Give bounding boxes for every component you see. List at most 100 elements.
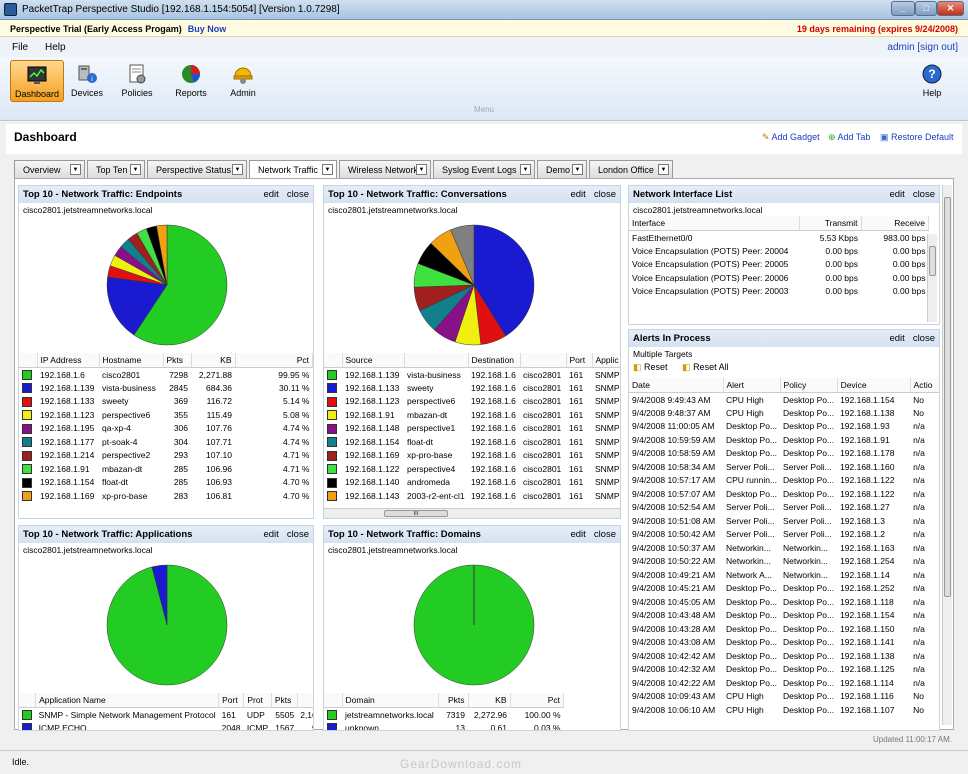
column-source-host[interactable] (404, 353, 469, 368)
close-link[interactable]: close (912, 333, 935, 344)
column-source[interactable]: Source (342, 353, 405, 368)
table-row[interactable]: 9/4/2008 10:51:08 AM Server Poli... Server… (629, 514, 939, 528)
toolbar-devices-button[interactable]: i Devices (60, 60, 114, 102)
chevron-down-icon[interactable]: ▼ (130, 164, 141, 175)
table-row[interactable]: 192.168.1.123 perspective6 192.168.1.6 cisc… (324, 395, 620, 409)
table-row[interactable]: jetstreamnetworks.local 7319 2,272.96 100.0… (324, 708, 564, 722)
table-row[interactable]: 9/4/2008 11:00:05 AM Desktop Po... Desktop… (629, 420, 939, 434)
chevron-down-icon[interactable]: ▼ (572, 164, 583, 175)
table-row[interactable]: 192.168.1.154 float-dt 192.168.1.6 cisco280… (324, 435, 620, 449)
column-receive[interactable]: Receive (861, 216, 929, 231)
column-application-name[interactable]: Application Name (35, 693, 220, 708)
column-hostname[interactable]: Hostname (99, 353, 164, 368)
toolbar-admin-button[interactable]: Admin (216, 60, 270, 102)
column-destination[interactable]: Destination (468, 353, 521, 368)
restore-default-link[interactable]: ▣ Restore Default (880, 132, 954, 143)
column-kb[interactable] (297, 693, 313, 708)
table-row[interactable]: 9/4/2008 10:50:37 AM Networkin... Networki… (629, 541, 939, 555)
table-row[interactable]: 9/4/2008 10:50:42 AM Server Poli... Server… (629, 528, 939, 542)
tab-top-ten[interactable]: Top Ten ▼ (87, 160, 145, 178)
edit-link[interactable]: edit (889, 189, 905, 200)
edit-link[interactable]: edit (570, 529, 586, 540)
table-row[interactable]: 9/4/2008 10:42:42 AM Desktop Po... Desktop… (629, 649, 939, 663)
minimize-button[interactable]: _ (891, 1, 915, 16)
add-tab-link[interactable]: ⊕ Add Tab (828, 132, 870, 143)
column-device[interactable]: Device (837, 378, 911, 393)
table-row[interactable]: 192.168.1.143 2003-r2-ent-cl1 192.168.1.6 c… (324, 489, 620, 503)
toolbar-help-button[interactable]: ? Help (905, 60, 959, 102)
table-row[interactable]: 9/4/2008 9:49:43 AM CPU High Desktop Po...… (629, 393, 939, 407)
column-pct[interactable]: Pct (510, 693, 564, 708)
table-row[interactable]: unknown 13 0.61 0.03 % (324, 721, 564, 730)
tab-overview[interactable]: Overview ▼ (14, 160, 85, 178)
column-policy[interactable]: Policy (780, 378, 838, 393)
column-kb[interactable]: KB (468, 693, 511, 708)
table-row[interactable]: SNMP - Simple Network Management Protoco… (19, 708, 313, 722)
table-row[interactable]: Voice Encapsulation (POTS) Peer: 20005 0.… (629, 258, 929, 272)
edit-link[interactable]: edit (889, 333, 905, 344)
table-row[interactable]: 192.168.1.6 cisco2801 7298 2,271.88 99.95 % (19, 368, 313, 382)
maximize-button[interactable]: □ (915, 1, 937, 16)
close-link[interactable]: close (912, 189, 935, 200)
table-row[interactable]: 9/4/2008 10:43:48 AM Desktop Po... Desktop… (629, 609, 939, 623)
table-row[interactable]: 9/4/2008 10:58:34 AM Server Poli... Server… (629, 460, 939, 474)
table-row[interactable]: 9/4/2008 10:45:21 AM Desktop Po... Desktop… (629, 582, 939, 596)
reset-all-button[interactable]: ◧ Reset All (682, 362, 729, 372)
column-interface[interactable]: Interface (629, 216, 800, 231)
chevron-down-icon[interactable]: ▼ (416, 164, 427, 175)
table-row[interactable]: 192.168.1.214 perspective2 293 107.10 4.71 % (19, 449, 313, 463)
interfaces-vertical-scrollbar[interactable] (927, 234, 937, 322)
table-row[interactable]: 9/4/2008 10:45:05 AM Desktop Po... Desktop… (629, 595, 939, 609)
column-prot[interactable]: Prot (243, 693, 272, 708)
table-row[interactable]: 192.168.1.91 mbazan-dt 285 106.96 4.71 % (19, 462, 313, 476)
table-row[interactable]: 9/4/2008 10:52:54 AM Server Poli... Server… (629, 501, 939, 515)
column-kb[interactable]: KB (191, 353, 236, 368)
table-row[interactable]: 9/4/2008 10:43:08 AM Desktop Po... Desktop… (629, 636, 939, 650)
column-date[interactable]: Date (629, 378, 724, 393)
table-row[interactable]: 192.168.1.140 andromeda 192.168.1.6 cisco28… (324, 476, 620, 490)
table-row[interactable]: 9/4/2008 10:09:43 AM CPU High Desktop Po..… (629, 690, 939, 704)
add-gadget-link[interactable]: ✎ Add Gadget (762, 132, 820, 143)
table-row[interactable]: 192.168.1.195 qa-xp-4 306 107.76 4.74 % (19, 422, 313, 436)
column-application[interactable]: Applic (592, 353, 620, 368)
table-row[interactable]: Voice Encapsulation (POTS) Peer: 20003 0.… (629, 285, 929, 299)
table-row[interactable]: 192.168.1.123 perspective6 355 115.49 5.08 % (19, 408, 313, 422)
menu-help[interactable]: Help (45, 42, 66, 53)
table-row[interactable]: 9/4/2008 10:49:21 AM Network A... Networki… (629, 568, 939, 582)
column-port[interactable]: Port (218, 693, 245, 708)
close-link[interactable]: close (593, 529, 616, 540)
column-alert[interactable]: Alert (723, 378, 781, 393)
column-pkts[interactable]: Pkts (438, 693, 469, 708)
column-transmit[interactable]: Transmit (799, 216, 862, 231)
tab-demo[interactable]: Demo ▼ (537, 160, 587, 178)
column-action[interactable]: Actio (910, 378, 939, 393)
table-row[interactable]: 192.168.1.139 vista-business 192.168.1.6 ci… (324, 368, 620, 382)
chevron-down-icon[interactable]: ▼ (232, 164, 243, 175)
column-ip[interactable]: IP Address (37, 353, 100, 368)
scrollbar-thumb[interactable]: III (384, 510, 448, 517)
tab-london-office[interactable]: London Office ▼ (589, 160, 673, 178)
chevron-down-icon[interactable]: ▼ (520, 164, 531, 175)
table-row[interactable]: 192.168.1.169 xp-pro-base 283 106.81 4.70 % (19, 489, 313, 503)
tab-network-traffic[interactable]: Network Traffic ▼ (249, 160, 337, 179)
chevron-down-icon[interactable]: ▼ (658, 164, 669, 175)
column-domain[interactable]: Domain (342, 693, 439, 708)
close-link[interactable]: close (286, 189, 309, 200)
conversations-horizontal-scrollbar[interactable]: III (324, 508, 620, 518)
table-row[interactable]: 192.168.1.148 perspective1 192.168.1.6 cisc… (324, 422, 620, 436)
table-row[interactable]: Voice Encapsulation (POTS) Peer: 20004 0.… (629, 244, 929, 258)
tab-perspective-status[interactable]: Perspective Status ▼ (147, 160, 247, 178)
table-row[interactable]: 9/4/2008 10:42:22 AM Desktop Po... Desktop… (629, 676, 939, 690)
scrollbar-thumb[interactable] (944, 197, 951, 597)
table-row[interactable]: 192.168.1.154 float-dt 285 106.93 4.70 % (19, 476, 313, 490)
close-link[interactable]: close (286, 529, 309, 540)
buy-now-link[interactable]: Buy Now (187, 24, 227, 34)
table-row[interactable]: 9/4/2008 10:57:07 AM Desktop Po... Desktop… (629, 487, 939, 501)
content-vertical-scrollbar[interactable] (942, 185, 952, 725)
table-row[interactable]: 192.168.1.133 sweety 192.168.1.6 cisco2801 1… (324, 381, 620, 395)
user-sign-out-link[interactable]: admin [sign out] (887, 42, 958, 53)
table-row[interactable]: 192.168.1.177 pt-soak-4 304 107.71 4.74 % (19, 435, 313, 449)
table-row[interactable]: 9/4/2008 10:58:59 AM Desktop Po... Desktop… (629, 447, 939, 461)
edit-link[interactable]: edit (570, 189, 586, 200)
close-window-button[interactable]: ✕ (937, 1, 964, 16)
